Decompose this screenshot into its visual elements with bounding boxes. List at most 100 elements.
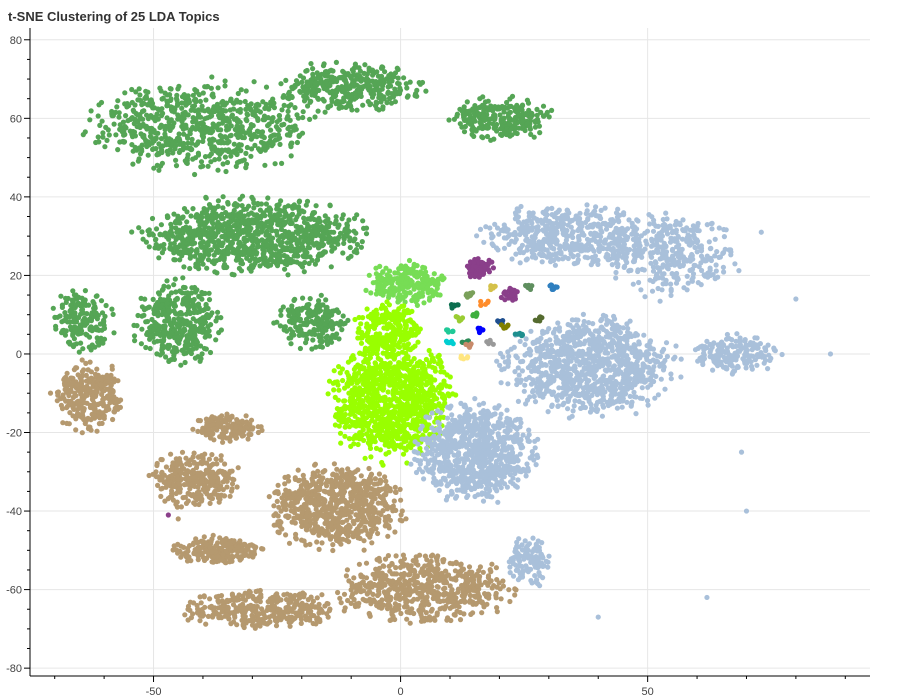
data-point bbox=[329, 98, 335, 104]
data-point bbox=[292, 84, 298, 90]
data-point bbox=[369, 350, 375, 357]
data-point bbox=[248, 232, 254, 238]
data-point bbox=[336, 75, 343, 81]
data-point bbox=[397, 383, 403, 389]
data-point bbox=[385, 389, 391, 395]
data-point bbox=[358, 400, 364, 406]
data-point bbox=[398, 411, 404, 417]
data-point bbox=[368, 290, 374, 296]
data-point bbox=[167, 127, 173, 133]
data-point bbox=[188, 334, 194, 340]
data-point bbox=[411, 364, 418, 370]
data-point bbox=[291, 297, 297, 303]
data-point bbox=[257, 109, 263, 115]
data-point bbox=[340, 250, 346, 256]
data-point bbox=[323, 335, 329, 341]
data-point bbox=[391, 74, 397, 80]
data-point bbox=[464, 99, 470, 105]
data-point bbox=[485, 98, 491, 104]
data-point bbox=[536, 123, 543, 129]
data-point bbox=[155, 290, 162, 296]
data-point bbox=[423, 269, 429, 275]
data-point bbox=[512, 121, 518, 127]
data-point bbox=[363, 287, 369, 293]
data-point bbox=[413, 91, 419, 97]
data-point bbox=[512, 130, 519, 136]
data-point bbox=[98, 298, 105, 304]
data-point bbox=[254, 250, 260, 256]
data-point bbox=[263, 262, 269, 268]
data-point bbox=[95, 339, 101, 345]
data-point bbox=[269, 140, 276, 146]
data-point bbox=[390, 340, 396, 346]
data-point bbox=[132, 144, 138, 150]
data-point bbox=[307, 99, 313, 105]
data-point bbox=[338, 409, 344, 415]
data-point bbox=[301, 269, 307, 275]
data-point bbox=[100, 134, 106, 140]
data-point bbox=[178, 310, 184, 316]
data-point bbox=[328, 321, 334, 327]
data-point bbox=[411, 356, 417, 362]
data-point bbox=[339, 366, 345, 372]
data-point bbox=[286, 103, 292, 109]
data-point bbox=[215, 238, 222, 244]
data-point bbox=[279, 107, 285, 113]
data-point bbox=[196, 232, 203, 238]
data-point bbox=[61, 327, 67, 333]
data-point bbox=[507, 96, 513, 102]
data-point bbox=[568, 224, 574, 230]
data-point bbox=[388, 402, 395, 408]
data-point bbox=[380, 376, 386, 382]
data-point bbox=[403, 350, 409, 357]
data-point bbox=[202, 116, 208, 122]
data-point bbox=[281, 324, 287, 330]
data-point bbox=[561, 216, 567, 222]
data-point bbox=[202, 223, 208, 229]
data-point bbox=[226, 147, 232, 153]
data-point bbox=[175, 334, 182, 340]
data-point bbox=[254, 228, 260, 234]
data-point bbox=[588, 212, 594, 218]
data-point bbox=[348, 395, 354, 401]
data-point bbox=[395, 368, 401, 374]
data-point bbox=[78, 340, 84, 346]
data-point bbox=[187, 131, 193, 137]
data-point bbox=[339, 216, 345, 222]
data-point bbox=[160, 110, 166, 116]
data-point bbox=[252, 142, 258, 148]
data-point bbox=[283, 220, 289, 226]
data-point bbox=[235, 245, 241, 251]
data-point bbox=[436, 352, 442, 358]
data-point bbox=[218, 127, 224, 133]
data-point bbox=[492, 104, 498, 110]
data-point bbox=[364, 306, 370, 312]
data-point bbox=[650, 228, 657, 234]
data-point bbox=[209, 238, 215, 244]
data-point bbox=[322, 213, 328, 219]
data-point bbox=[299, 332, 305, 338]
data-point bbox=[62, 332, 68, 338]
data-point bbox=[366, 65, 372, 71]
data-point bbox=[133, 89, 139, 95]
data-point bbox=[111, 121, 117, 127]
data-point bbox=[241, 251, 248, 257]
data-point bbox=[190, 232, 196, 239]
data-point bbox=[58, 293, 64, 299]
data-point bbox=[206, 314, 212, 321]
data-point bbox=[520, 123, 526, 129]
data-point bbox=[181, 264, 187, 270]
data-point bbox=[374, 389, 380, 395]
data-point bbox=[300, 295, 306, 301]
data-point bbox=[331, 387, 337, 393]
data-point bbox=[255, 202, 261, 208]
data-point bbox=[404, 307, 411, 313]
data-point bbox=[264, 242, 270, 248]
data-point bbox=[279, 160, 285, 166]
data-point bbox=[395, 318, 401, 324]
data-point bbox=[461, 116, 467, 122]
data-point bbox=[234, 236, 240, 242]
data-point bbox=[180, 126, 186, 132]
data-point bbox=[269, 257, 275, 263]
data-point bbox=[100, 340, 106, 346]
